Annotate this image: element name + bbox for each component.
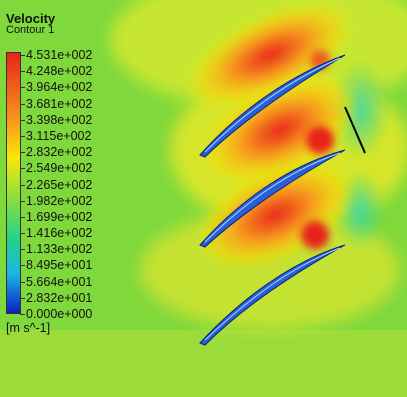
colorbar-tick-label: 3.115e+002 <box>26 129 92 143</box>
colorbar-tick-label: 8.495e+001 <box>26 258 93 272</box>
colorbar-tick-label: 2.832e+001 <box>26 291 93 305</box>
colorbar-tick-mark <box>20 71 25 72</box>
colorbar-tick-mark <box>20 201 25 202</box>
colorbar-tick-label: 1.416e+002 <box>26 226 93 240</box>
blade-2-highlight <box>204 152 341 243</box>
peak-spot-2 <box>301 221 329 249</box>
colorbar-tick-label: 0.000e+000 <box>26 307 93 321</box>
colorbar-tick-mark <box>20 87 25 88</box>
colorbar-tick-label: 3.964e+002 <box>26 80 93 94</box>
legend-subtitle: Contour 1 <box>6 24 55 36</box>
blade-2 <box>199 149 346 248</box>
high-velocity-region-2 <box>200 75 360 185</box>
colorbar-tick-mark <box>20 136 25 137</box>
colorbar-tick-mark <box>20 185 25 186</box>
colorbar-tick-mark <box>20 265 25 266</box>
high-velocity-region-1 <box>186 2 354 108</box>
probe-line <box>344 106 366 154</box>
colorbar-tick-mark <box>20 152 25 153</box>
colorbar-tick-mark <box>20 298 25 299</box>
colorbar-tick-label: 5.664e+001 <box>26 275 93 289</box>
colorbar-tick-mark <box>20 55 25 56</box>
colorbar-tick-mark <box>20 104 25 105</box>
colorbar-tick-label: 1.982e+002 <box>26 194 93 208</box>
colorbar-tick-mark <box>20 233 25 234</box>
colorbar-tick-mark <box>20 282 25 283</box>
colorbar <box>6 52 21 314</box>
colorbar-tick-mark <box>20 249 25 250</box>
colorbar-tick-label: 2.265e+002 <box>26 178 93 192</box>
colorbar-tick-label: 1.133e+002 <box>26 242 93 256</box>
colorbar-tick-mark <box>20 120 25 121</box>
legend-units: [m s^-1] <box>6 321 51 335</box>
colorbar-tick-label: 1.699e+002 <box>26 210 93 224</box>
colorbar-tick-label: 3.398e+002 <box>26 113 93 127</box>
blade-1-highlight <box>204 57 341 153</box>
colorbar-tick-mark <box>20 217 25 218</box>
colorbar-tick-label: 4.248e+002 <box>26 64 93 78</box>
blade-1 <box>199 54 346 158</box>
colorbar-tick-mark <box>20 314 25 315</box>
colorbar-tick-mark <box>20 168 25 169</box>
colorbar-tick-label: 4.531e+002 <box>26 48 93 62</box>
colorbar-tick-label: 2.549e+002 <box>26 161 93 175</box>
blade-3 <box>199 244 346 346</box>
colorbar-tick-label: 3.681e+002 <box>26 97 93 111</box>
peak-spot-1 <box>306 126 334 154</box>
legend-title: Velocity <box>6 11 56 26</box>
colorbar-tick-label: 2.832e+002 <box>26 145 93 159</box>
blade-3-highlight <box>204 247 341 341</box>
